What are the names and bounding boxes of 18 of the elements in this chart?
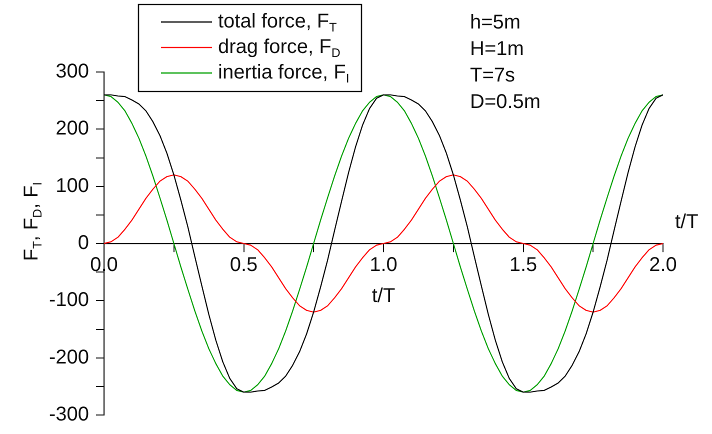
- text: h=5m: [470, 12, 521, 34]
- y-tick-label: 200: [56, 118, 89, 140]
- y-tick-label: 300: [56, 60, 89, 83]
- y-tick-label: 0: [78, 232, 89, 254]
- annotation: t/T: [675, 211, 698, 234]
- x-tick-label: 1.0: [370, 254, 398, 276]
- y-axis-title: FT, FD, FI: [20, 182, 44, 262]
- x-axis-title: t/T: [372, 285, 396, 308]
- annotation: D=0.5m: [470, 91, 541, 114]
- x-tick-label: 2.0: [649, 254, 677, 276]
- x-tick-label: 1.5: [509, 254, 538, 276]
- annotation: T=7s: [470, 64, 516, 87]
- y-tick-label: -100: [48, 289, 89, 312]
- x-tick-label: 0.5: [230, 254, 258, 276]
- text: H=1m: [470, 38, 524, 60]
- y-tick-label: 100: [56, 174, 89, 197]
- y-tick-label: -300: [48, 404, 89, 426]
- y-tick-label: -200: [48, 346, 89, 368]
